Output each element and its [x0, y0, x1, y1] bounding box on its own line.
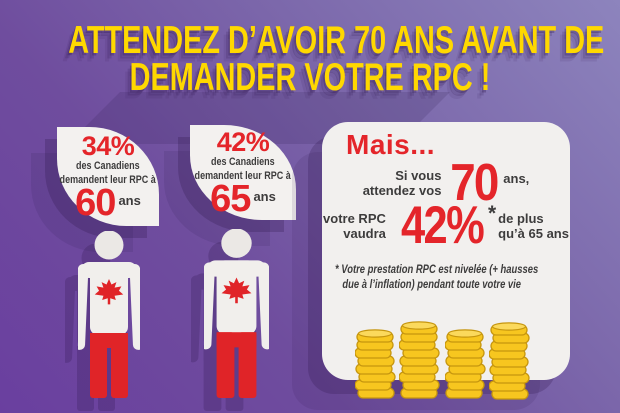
person-head	[221, 229, 252, 258]
bubble-age-unit: ans	[118, 192, 141, 208]
statement-suffix: de plus qu’à 65 ans	[498, 211, 569, 241]
person-head	[94, 231, 124, 260]
coin-stack-icon	[399, 321, 440, 399]
title-line-2: DEMANDER VOTRE RPC !	[129, 55, 491, 99]
bubble-age: 65	[210, 178, 251, 220]
coin-stack-icon	[445, 329, 486, 399]
bubble-desc-line-2: demandent leur RPC à	[194, 169, 292, 182]
person-left-leg	[216, 332, 235, 398]
statement-suffix: ans,	[503, 171, 530, 186]
statement-suffix-line-2: qu’à 65 ans	[498, 226, 569, 241]
bubble-desc-line-1: des Canadiens	[76, 160, 140, 172]
statement-prefix-line-1: votre RPC	[323, 211, 386, 226]
footnote-line-2: due à l’inflation) pendant toute votre v…	[342, 279, 522, 291]
statement-prefix-line-2: attendez vos	[362, 183, 442, 198]
bubble-age-row: 65 ans	[210, 178, 276, 220]
maple-leaf-icon	[221, 277, 252, 304]
statement-suffix-line-1: de plus	[498, 211, 544, 226]
person-right-arm	[258, 262, 269, 350]
coin-stack-icon	[355, 329, 396, 399]
person-left-arm	[204, 262, 215, 350]
maple-leaf-icon	[94, 278, 124, 305]
person-right-leg	[238, 332, 257, 398]
statement-age-70: Si vous attendez vos 70 ans,	[322, 154, 570, 212]
person-left-leg	[90, 333, 107, 398]
person-right-leg	[111, 333, 128, 398]
person-figure-65	[204, 229, 269, 398]
bubble-desc-line-1: des Canadiens	[211, 156, 275, 168]
statement-prefix-line-2: vaudra	[343, 226, 386, 241]
bubble-age-row: 60 ans	[75, 182, 141, 224]
person-left-arm	[78, 264, 89, 350]
person-hips	[90, 333, 128, 348]
statement-prefix-line-1: Si vous	[395, 168, 442, 183]
page-title: ATTENDEZ D’AVOIR 70 ANS AVANT DE DEMANDE…	[0, 18, 620, 99]
footnote: * Votre prestation RPC est nivelée (+ ha…	[335, 263, 583, 293]
panel-heading: Mais...	[346, 129, 436, 160]
statement-prefix: Si vous attendez vos	[363, 168, 442, 198]
statement-prefix: votre RPC vaudra	[323, 211, 386, 241]
person-hips	[216, 332, 257, 348]
statement-value-42: votre RPC vaudra 42% * de plus qu’à 65 a…	[322, 196, 570, 255]
bubble-age: 60	[75, 182, 116, 224]
coin-stack-icon	[489, 322, 530, 400]
footnote-line-1: * Votre prestation RPC est nivelée (+ ha…	[335, 264, 539, 276]
person-right-arm	[129, 264, 140, 350]
bubble-desc-line-2: demandent leur RPC à	[59, 173, 157, 186]
bubble-percent: 42%	[216, 127, 270, 157]
statement-value-70: 70	[450, 154, 500, 212]
title-line-1: ATTENDEZ D’AVOIR 70 ANS AVANT DE	[68, 18, 605, 62]
statement-value-42-percent: 42%	[400, 196, 485, 255]
bubble-percent: 34%	[81, 131, 135, 161]
bubble-age-unit: ans	[253, 188, 276, 204]
asterisk-marker: *	[487, 202, 497, 225]
person-figure-60	[78, 231, 140, 398]
